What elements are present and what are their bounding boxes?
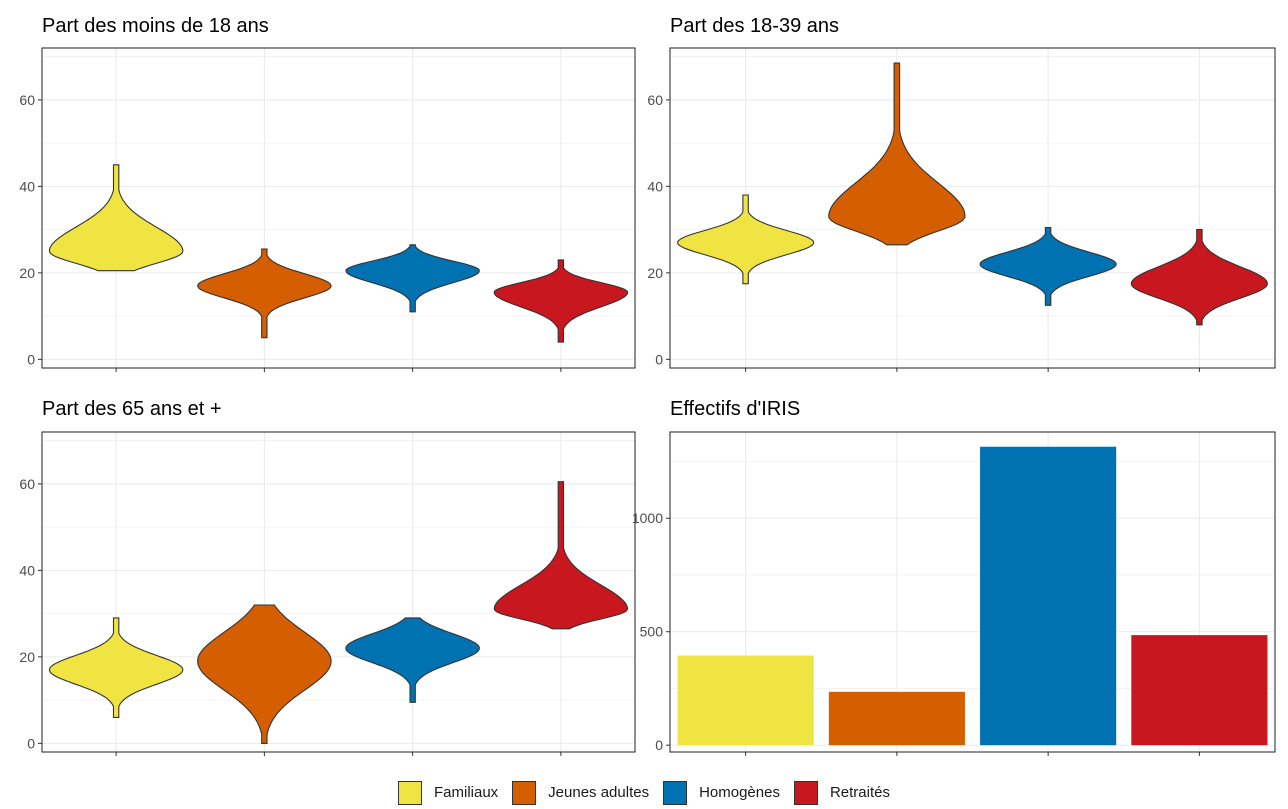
violin-homogenes [979, 226, 1117, 306]
legend-item-retraites: Retraités [793, 780, 890, 805]
panel-2: Part des 18-39 ans 0 20 40 60 [647, 15, 1276, 372]
bar-jeunes-adultes [828, 691, 965, 746]
panel-3: Part des 65 ans et + 0 20 40 60 [19, 398, 636, 756]
legend-key-retraites [793, 780, 818, 805]
legend-label-retraites: Retraités [829, 784, 890, 801]
legend-label-jeunes-adultes: Jeunes adultes [548, 784, 650, 801]
y-tick-label: 40 [19, 178, 35, 194]
panel-1: Part des moins de 18 ans 0 20 40 60 [19, 15, 636, 372]
y-tick-label: 60 [647, 92, 663, 108]
panel-title: Effectifs d'IRIS [670, 398, 800, 420]
y-tick-label: 0 [27, 735, 35, 751]
panel-border [669, 47, 1276, 369]
panel-border [41, 431, 636, 753]
bar-retraites [1131, 635, 1268, 746]
violin-homogenes [345, 617, 480, 703]
violin-homogenes [345, 244, 480, 313]
legend-key-homogenes [663, 780, 688, 805]
y-tick-label: 0 [27, 351, 35, 367]
violin-familiaux [48, 617, 184, 718]
violin-retraites [493, 259, 629, 343]
panel-title: Part des 65 ans et + [42, 398, 222, 420]
y-tick-label: 20 [647, 265, 663, 281]
violin-jeunes-adultes [197, 604, 332, 744]
panel-title: Part des moins de 18 ans [42, 15, 269, 37]
y-tick-label: 0 [655, 737, 663, 753]
panel-border [669, 431, 1276, 753]
legend-key-jeunes-adultes [512, 780, 537, 805]
legend-item-homogenes: Homogènes [663, 780, 780, 805]
violin-familiaux [48, 164, 184, 272]
y-tick-label: 0 [655, 351, 663, 367]
legend-label-homogenes: Homogènes [699, 784, 780, 801]
violin-retraites [493, 481, 629, 630]
legend: Familiaux Jeunes adultes Homogènes Retra… [0, 776, 1288, 809]
violin-jeunes-adultes [197, 248, 332, 339]
y-tick-label: 60 [19, 476, 35, 492]
panel-border [41, 47, 636, 369]
y-tick-label: 20 [19, 649, 35, 665]
y-tick-label: 40 [647, 178, 663, 194]
y-tick-label: 500 [640, 624, 664, 640]
violin-jeunes-adultes [828, 62, 966, 246]
legend-item-jeunes-adultes: Jeunes adultes [512, 780, 650, 805]
bar-homogenes [980, 446, 1117, 746]
bar-familiaux [677, 655, 814, 746]
y-tick-label: 1000 [632, 510, 663, 526]
violin-familiaux [677, 194, 815, 285]
legend-label-familiaux: Familiaux [433, 784, 499, 801]
legend-key-familiaux [397, 780, 422, 805]
legend-item-familiaux: Familiaux [397, 780, 499, 805]
violin-retraites [1130, 229, 1268, 326]
y-tick-label: 20 [19, 265, 35, 281]
panel-title: Part des 18-39 ans [670, 15, 839, 37]
y-tick-label: 40 [19, 562, 35, 578]
y-tick-label: 60 [19, 92, 35, 108]
panel-4: Effectifs d'IRIS 0 500 1000 [632, 398, 1276, 756]
